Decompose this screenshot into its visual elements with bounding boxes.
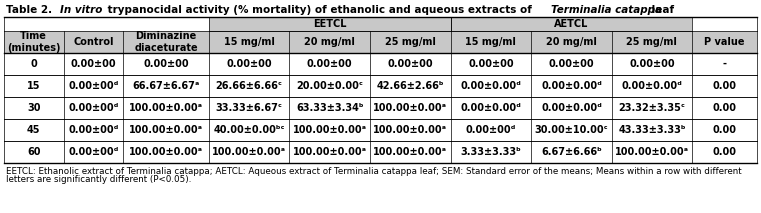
Text: 23.32±3.35ᶜ: 23.32±3.35ᶜ — [619, 103, 686, 113]
Text: 0.00: 0.00 — [712, 103, 737, 113]
Text: EETCL: Ethanolic extract of Terminalia catappa; AETCL: Aqueous extract of Termin: EETCL: Ethanolic extract of Terminalia c… — [6, 167, 742, 176]
Text: 0.00±0.00ᵈ: 0.00±0.00ᵈ — [622, 81, 683, 91]
Text: 100.00±0.00ᵃ: 100.00±0.00ᵃ — [212, 147, 286, 157]
Text: 43.33±3.33ᵇ: 43.33±3.33ᵇ — [618, 125, 686, 135]
Text: 3.33±3.33ᵇ: 3.33±3.33ᵇ — [460, 147, 521, 157]
Text: 0.00±00: 0.00±00 — [549, 59, 594, 69]
Bar — [4, 119, 757, 141]
Text: 26.66±6.66ᶜ: 26.66±6.66ᶜ — [215, 81, 282, 91]
Bar — [209, 17, 451, 31]
Text: P value: P value — [705, 37, 745, 47]
Text: 60: 60 — [27, 147, 40, 157]
Text: 100.00±0.00ᵃ: 100.00±0.00ᵃ — [615, 147, 689, 157]
Text: Diminazine
diaceturate: Diminazine diaceturate — [134, 31, 198, 53]
Bar — [4, 53, 757, 75]
Text: 40.00±0.00ᵇᶜ: 40.00±0.00ᵇᶜ — [213, 125, 285, 135]
Text: 0.00±0.00ᵈ: 0.00±0.00ᵈ — [460, 103, 521, 113]
Bar — [451, 17, 693, 31]
Text: 0.00±00: 0.00±00 — [71, 59, 116, 69]
Text: 0.00: 0.00 — [712, 125, 737, 135]
Text: 0.00±00: 0.00±00 — [307, 59, 352, 69]
Text: 100.00±0.00ᵃ: 100.00±0.00ᵃ — [373, 125, 447, 135]
Text: 0.00±0.00ᵈ: 0.00±0.00ᵈ — [460, 81, 521, 91]
Text: 0.00±00ᵈ: 0.00±00ᵈ — [68, 125, 119, 135]
Text: 0.00±0.00ᵈ: 0.00±0.00ᵈ — [541, 81, 602, 91]
Text: 0.00±0.00ᵈ: 0.00±0.00ᵈ — [541, 103, 602, 113]
Text: 45: 45 — [27, 125, 40, 135]
Text: 25 mg/ml: 25 mg/ml — [626, 37, 677, 47]
Bar — [4, 97, 757, 119]
Text: Terminalia catappa: Terminalia catappa — [551, 5, 662, 15]
Bar — [4, 31, 757, 53]
Text: 100.00±0.00ᵃ: 100.00±0.00ᵃ — [293, 125, 367, 135]
Text: 25 mg/ml: 25 mg/ml — [385, 37, 436, 47]
Text: 0.00±00: 0.00±00 — [143, 59, 189, 69]
Text: 100.00±0.00ᵃ: 100.00±0.00ᵃ — [129, 147, 203, 157]
Text: Control: Control — [73, 37, 113, 47]
Bar — [4, 141, 757, 163]
Text: 0.00±00ᵈ: 0.00±00ᵈ — [68, 81, 119, 91]
Text: 42.66±2.66ᵇ: 42.66±2.66ᵇ — [377, 81, 444, 91]
Text: 0.00±00: 0.00±00 — [629, 59, 675, 69]
Text: 6.67±6.66ᵇ: 6.67±6.66ᵇ — [541, 147, 602, 157]
Text: trypanocidal activity (% mortality) of ethanolic and aqueous extracts of: trypanocidal activity (% mortality) of e… — [103, 5, 535, 15]
Text: -: - — [723, 59, 727, 69]
Text: Table 2.: Table 2. — [6, 5, 56, 15]
Text: 0.00±00ᵈ: 0.00±00ᵈ — [466, 125, 516, 135]
Text: 0.00±00: 0.00±00 — [226, 59, 272, 69]
Text: Time
(minutes): Time (minutes) — [7, 31, 61, 53]
Text: 0.00±00ᵈ: 0.00±00ᵈ — [68, 103, 119, 113]
Bar — [4, 17, 757, 31]
Text: 0.00±00ᵈ: 0.00±00ᵈ — [68, 147, 119, 157]
Text: letters are significantly different (P<0.05).: letters are significantly different (P<0… — [6, 175, 191, 184]
Text: In vitro: In vitro — [60, 5, 103, 15]
Text: 30: 30 — [27, 103, 40, 113]
Text: 100.00±0.00ᵃ: 100.00±0.00ᵃ — [373, 103, 447, 113]
Text: 15 mg/ml: 15 mg/ml — [224, 37, 275, 47]
Text: 15 mg/ml: 15 mg/ml — [466, 37, 516, 47]
Text: 20 mg/ml: 20 mg/ml — [546, 37, 597, 47]
Text: 100.00±0.00ᵃ: 100.00±0.00ᵃ — [293, 147, 367, 157]
Text: AETCL: AETCL — [554, 19, 588, 29]
Text: leaf: leaf — [648, 5, 674, 15]
Text: 33.33±6.67ᶜ: 33.33±6.67ᶜ — [215, 103, 282, 113]
Bar — [4, 75, 757, 97]
Text: 0: 0 — [30, 59, 37, 69]
Text: 63.33±3.34ᵇ: 63.33±3.34ᵇ — [296, 103, 364, 113]
Text: 100.00±0.00ᵃ: 100.00±0.00ᵃ — [129, 125, 203, 135]
Text: 100.00±0.00ᵃ: 100.00±0.00ᵃ — [129, 103, 203, 113]
Text: EETCL: EETCL — [313, 19, 346, 29]
Text: 15: 15 — [27, 81, 40, 91]
Text: 100.00±0.00ᵃ: 100.00±0.00ᵃ — [373, 147, 447, 157]
Text: 0.00±00: 0.00±00 — [387, 59, 433, 69]
Text: 0.00: 0.00 — [712, 81, 737, 91]
Text: 66.67±6.67ᵃ: 66.67±6.67ᵃ — [132, 81, 199, 91]
Text: 0.00±00: 0.00±00 — [468, 59, 514, 69]
Text: 20.00±0.00ᶜ: 20.00±0.00ᶜ — [296, 81, 363, 91]
Text: 0.00: 0.00 — [712, 147, 737, 157]
Text: 20 mg/ml: 20 mg/ml — [304, 37, 355, 47]
Text: 30.00±10.00ᶜ: 30.00±10.00ᶜ — [534, 125, 608, 135]
